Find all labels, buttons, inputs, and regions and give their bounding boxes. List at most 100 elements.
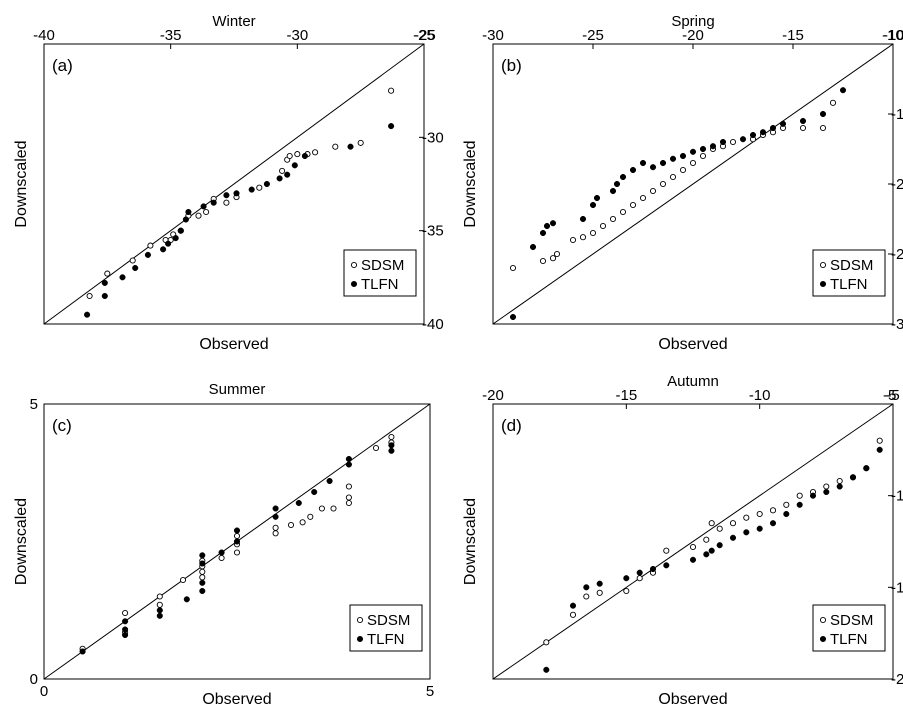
x-axis-label: Observed (658, 691, 727, 708)
tlfn-point (156, 607, 163, 614)
tlfn-point (539, 229, 547, 237)
tlfn-point (709, 143, 717, 150)
y-axis-label: Downscaled (13, 498, 30, 585)
tlfn-point (649, 565, 657, 573)
y-tick-label: -15 (891, 579, 903, 596)
legend-label-sdsm: SDSM (830, 257, 873, 274)
x-tick-label: -15 (615, 387, 637, 404)
tlfn-point (119, 274, 126, 281)
one-to-one-line (492, 403, 894, 680)
tlfn-point (295, 499, 302, 507)
tlfn-point (749, 131, 757, 139)
tlfn-point (716, 542, 723, 549)
legend-frame (349, 604, 423, 652)
sdsm-point (623, 587, 630, 595)
sdsm-point (716, 525, 723, 532)
chart-title: Winter (212, 13, 255, 30)
tlfn-point (177, 227, 184, 234)
chart-panel-1: Winter (a) Observed Downscaled -40 -35 -30 -25 -… (13, 13, 444, 353)
tlfn-point (619, 173, 627, 181)
sdsm-point (357, 139, 364, 146)
legend-frame (812, 249, 886, 297)
x-tick-label: -25 (413, 27, 435, 44)
sdsm-point (799, 124, 807, 132)
tlfn-point (326, 477, 333, 485)
x-tick-label: 5 (426, 683, 434, 700)
tlfn-point (729, 534, 737, 541)
legend: SDSM TLFN (349, 604, 423, 652)
tlfn-point (200, 203, 207, 210)
sdsm-point (388, 87, 395, 94)
tlfn-point (876, 446, 883, 453)
sdsm-point (330, 505, 337, 512)
y-axis-label: Downscaled (462, 498, 479, 585)
tlfn-point (156, 612, 163, 619)
series-tlfn (543, 446, 883, 673)
sdsm-point (669, 173, 677, 181)
tlfn-point (779, 120, 787, 127)
tlfn-point (689, 556, 697, 563)
legend-label-sdsm: SDSM (367, 612, 410, 629)
tlfn-point (272, 513, 279, 520)
panel-label: (a) (52, 56, 73, 75)
sdsm-point (583, 593, 590, 600)
tlfn-point (783, 510, 790, 518)
sdsm-point (769, 507, 777, 514)
legend-label-sdsm: SDSM (361, 257, 404, 274)
y-tick-label: -10 (883, 27, 903, 44)
tlfn-point (549, 220, 557, 227)
y-tick-label: -40 (422, 316, 444, 333)
sdsm-point (307, 513, 314, 520)
y-tick-label: -15 (891, 106, 903, 123)
tlfn-point (388, 123, 395, 130)
tlfn-point (809, 492, 817, 499)
tlfn-point (233, 527, 241, 534)
y-tick-label: -20 (891, 176, 903, 193)
legend-marker-sdsm (356, 616, 364, 624)
tlfn-point (679, 152, 687, 160)
tlfn-point (819, 110, 827, 118)
tlfn-point (199, 552, 206, 559)
sdsm-point (629, 201, 637, 209)
legend-marker-sdsm (350, 261, 358, 269)
tlfn-point (218, 549, 225, 556)
x-tick-label: -20 (682, 27, 704, 44)
x-axis-label: Observed (658, 336, 727, 353)
legend-marker-tlfn (356, 635, 364, 643)
sdsm-point (783, 501, 790, 508)
legend: SDSM TLFN (812, 604, 886, 652)
sdsm-point (599, 222, 607, 230)
x-tick-label: -30 (286, 27, 308, 44)
x-tick-label: -35 (160, 27, 182, 44)
sdsm-point (345, 494, 352, 501)
tlfn-point (659, 159, 667, 167)
sdsm-point (549, 255, 557, 262)
series-tlfn (79, 442, 395, 655)
sdsm-point (199, 568, 206, 575)
sdsm-point (639, 194, 647, 202)
tlfn-point (629, 166, 637, 174)
sdsm-point (679, 166, 687, 174)
tlfn-point (233, 538, 241, 545)
sdsm-point (743, 514, 750, 521)
tlfn-point (669, 155, 677, 162)
y-axis-label: Downscaled (462, 140, 479, 227)
one-to-one-line (43, 43, 425, 325)
tlfn-point (263, 180, 270, 188)
sdsm-point (195, 212, 202, 219)
sdsm-point (829, 99, 837, 106)
sdsm-point (372, 444, 380, 452)
legend-label-sdsm: SDSM (830, 612, 873, 629)
tlfn-point (609, 187, 617, 195)
sdsm-point (299, 519, 306, 526)
sdsm-point (823, 483, 830, 490)
sdsm-point (203, 208, 210, 216)
sdsm-point (756, 510, 763, 518)
tlfn-point (799, 117, 807, 125)
tlfn-point (863, 465, 870, 472)
sdsm-point (729, 138, 737, 146)
tlfn-point (796, 501, 803, 508)
sdsm-point (729, 520, 737, 527)
chart-panel-2: Spring (b) Observed Downscaled -30 -25 -20 -15 -… (462, 13, 903, 353)
sdsm-point (569, 611, 577, 618)
